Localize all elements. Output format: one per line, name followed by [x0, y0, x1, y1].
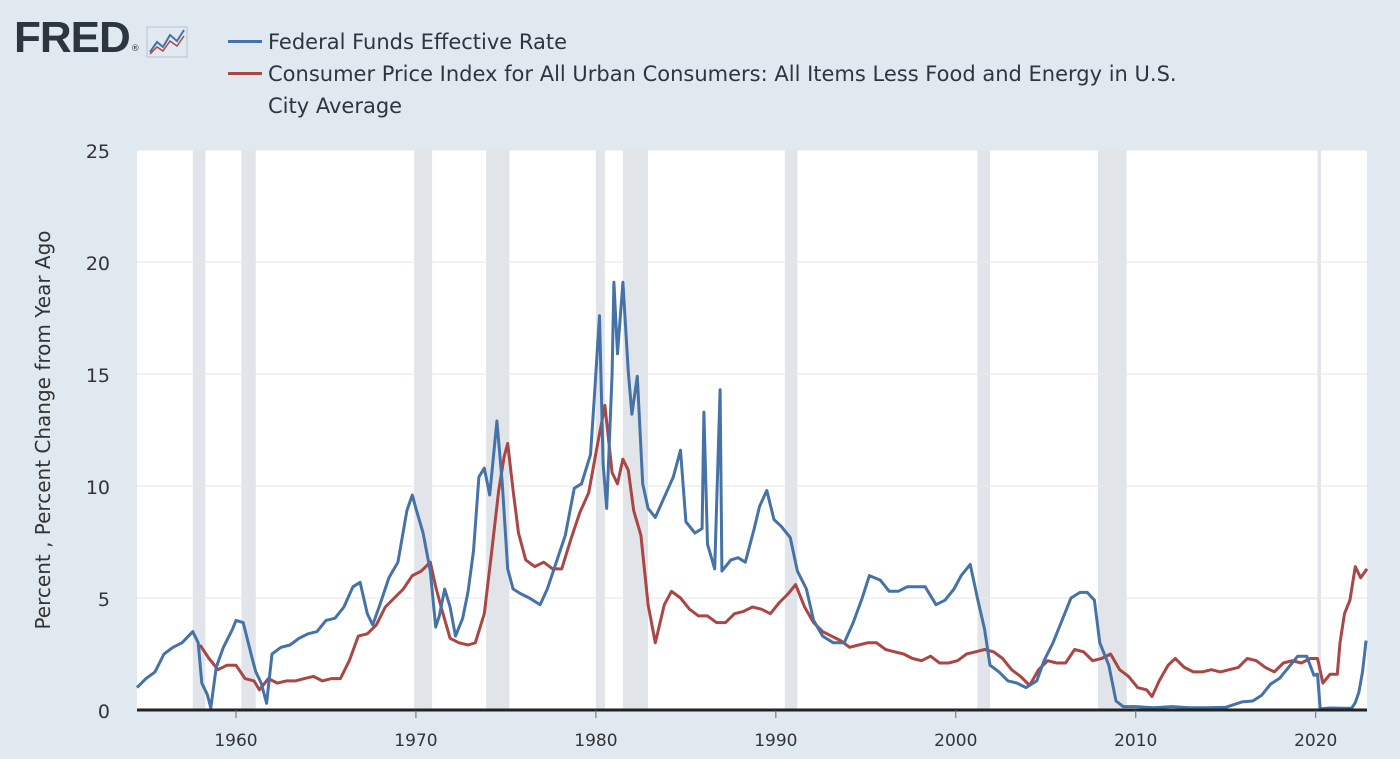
fred-logo[interactable]: FRED ® [14, 16, 188, 60]
recession-band-1 [241, 150, 256, 710]
chart-legend: Federal Funds Effective Rate Consumer Pr… [228, 26, 1188, 122]
y-tick-label-0: 0 [98, 701, 110, 723]
recession-band-9 [1317, 150, 1322, 710]
legend-item-fed-funds[interactable]: Federal Funds Effective Rate [228, 26, 1188, 58]
y-tick-label-5: 5 [98, 589, 110, 611]
recession-band-0 [192, 150, 206, 710]
y-tick-label-20: 20 [86, 253, 110, 275]
x-tick-label-2010: 2010 [1114, 731, 1157, 751]
series-line-fed-funds [135, 280, 1368, 711]
recession-band-8 [1097, 150, 1127, 710]
recession-band-2 [414, 150, 433, 710]
x-tick-label-2020: 2020 [1294, 731, 1337, 751]
plot-area [137, 150, 1367, 711]
legend-item-core-cpi[interactable]: Consumer Price Index for All Urban Consu… [228, 58, 1188, 122]
y-axis-ticks: 0 5 10 15 20 25 [86, 141, 110, 723]
chart-header: FRED ® Federal Funds Effective Rate Cons… [0, 0, 1400, 140]
x-tick-label-1990: 1990 [754, 731, 797, 751]
y-tick-label-15: 15 [86, 365, 110, 387]
recession-band-7 [977, 150, 990, 710]
legend-swatch-core-cpi [228, 72, 262, 75]
recession-band-5 [622, 150, 649, 710]
legend-label-fed-funds: Federal Funds Effective Rate [268, 30, 568, 54]
x-tick-label-1970: 1970 [394, 731, 437, 751]
legend-label-core-cpi: Consumer Price Index for All Urban Consu… [268, 62, 1177, 118]
x-tick-label-1960: 1960 [214, 731, 257, 751]
y-axis-label: Percent , Percent Change from Year Ago [31, 230, 55, 629]
x-tick-label-1980: 1980 [574, 731, 617, 751]
y-tick-label-25: 25 [86, 141, 110, 163]
gridlines [137, 149, 1367, 599]
x-tick-label-2000: 2000 [934, 731, 977, 751]
series-line-core-cpi [198, 403, 1369, 699]
recession-band-6 [784, 150, 798, 710]
y-tick-label-10: 10 [86, 477, 110, 499]
legend-swatch-fed-funds [228, 40, 262, 43]
recession-bands [192, 150, 1322, 710]
fred-logo-text: FRED [14, 13, 131, 62]
data-series [135, 280, 1369, 711]
line-graph-icon [146, 26, 188, 58]
registered-mark: ® [130, 44, 140, 54]
x-axis-ticks: 1960 1970 1980 1990 2000 2010 2020 [214, 710, 1337, 751]
